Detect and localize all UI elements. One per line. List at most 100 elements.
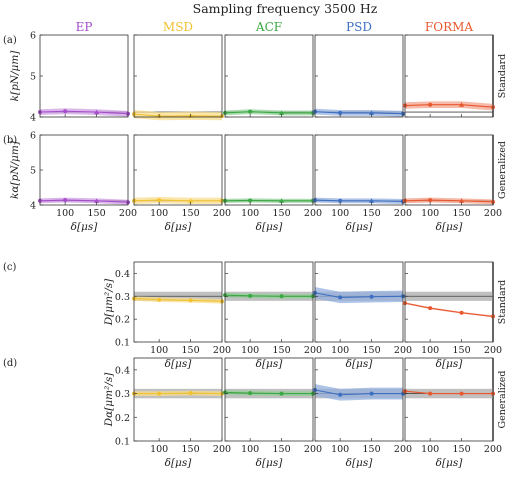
x-tick-label: 150 — [182, 208, 200, 219]
panel-forma — [403, 34, 495, 118]
x-tick-label: 200 — [394, 345, 412, 356]
x-axis-label: δ[μs] — [436, 358, 464, 370]
y-axis-label: Dα[μm²/s] — [103, 372, 115, 428]
x-tick-label: 100 — [241, 444, 259, 455]
series-line — [404, 199, 494, 203]
panel-forma: 100 150 200 δ[μs] — [403, 261, 502, 370]
panel-forma: 100 150 200 δ[μs] — [403, 134, 502, 233]
x-tick-label: 100 — [421, 345, 439, 356]
x-tick-label: 150 — [453, 208, 471, 219]
estimate-band — [315, 384, 403, 401]
series-line — [39, 199, 129, 203]
x-tick-label: 100 — [421, 208, 439, 219]
data-point — [369, 294, 374, 299]
axes-frame — [314, 34, 404, 118]
plot-grid: EP MSD ACF PSD FORMA (a) k[pN/μm] Standard 4 5 6 (b… — [3, 20, 508, 469]
side-label: Standard — [497, 280, 508, 324]
x-tick-label: 200 — [213, 444, 231, 455]
x-tick-label: 150 — [273, 345, 291, 356]
data-point — [428, 306, 433, 311]
series-line — [224, 391, 313, 395]
x-tick-label: 150 — [363, 208, 381, 219]
axes-frame — [133, 357, 223, 442]
axes-frame — [314, 357, 404, 442]
panel-msd: 0.1 0.2 0.3 0.4 100 150 200 δ[μs] — [115, 261, 231, 370]
column-header-forma: FORMA — [425, 20, 473, 34]
x-axis-label: δ[μs] — [165, 358, 193, 370]
data-point — [338, 392, 343, 397]
x-axis-label: δ[μs] — [256, 457, 284, 469]
x-tick-label: 200 — [304, 444, 322, 455]
x-tick-label: 150 — [453, 444, 471, 455]
data-point — [368, 110, 375, 115]
x-tick-label: 200 — [213, 208, 231, 219]
panel-acf — [223, 34, 315, 118]
data-point — [188, 391, 193, 396]
column-header-acf: ACF — [255, 20, 282, 34]
y-tick-label: 0.3 — [115, 389, 130, 400]
data-point — [157, 391, 162, 396]
x-tick-label: 100 — [150, 444, 168, 455]
series-line — [224, 111, 313, 114]
x-tick-label: 150 — [182, 345, 200, 356]
y-tick-label: 5 — [30, 166, 36, 177]
panel-acf: 100 150 200 δ[μs] — [223, 357, 322, 469]
x-tick-label: 100 — [241, 345, 259, 356]
x-tick-label: 100 — [331, 208, 349, 219]
data-point — [63, 198, 68, 203]
data-point — [428, 198, 433, 203]
x-axis-label: δ[μs] — [346, 457, 374, 469]
data-point — [248, 109, 253, 114]
row-label: (b) — [3, 135, 17, 146]
data-point — [428, 102, 433, 107]
x-tick-label: 200 — [304, 208, 322, 219]
x-tick-label: 100 — [56, 208, 74, 219]
axes-frame — [404, 261, 494, 343]
x-axis-label: δ[μs] — [346, 221, 374, 233]
axes-frame — [133, 134, 223, 206]
data-point — [368, 198, 375, 203]
data-point — [278, 198, 285, 203]
x-tick-label: 150 — [453, 345, 471, 356]
panel-acf: 100 150 200 δ[μs] — [223, 134, 322, 233]
y-tick-label: 6 — [30, 31, 36, 42]
series-line — [404, 390, 493, 395]
x-axis-label: δ[μs] — [165, 457, 193, 469]
column-header-ep: EP — [76, 20, 93, 34]
row-label: (c) — [3, 262, 17, 273]
y-tick-label: 5 — [30, 72, 36, 83]
x-tick-label: 200 — [394, 444, 412, 455]
panel-forma: 100 150 200 δ[μs] — [403, 357, 502, 469]
axes-frame — [133, 34, 223, 118]
y-axis-label: k[pN/μm] — [9, 50, 21, 102]
y-axis-label: kα[pN/μm] — [9, 140, 21, 199]
x-tick-label: 100 — [241, 208, 259, 219]
series-line — [314, 111, 404, 115]
x-tick-label: 150 — [273, 208, 291, 219]
panel-acf: 100 150 200 δ[μs] — [223, 261, 322, 370]
x-axis-label: δ[μs] — [436, 457, 464, 469]
column-header-psd: PSD — [346, 20, 372, 34]
row-label: (d) — [3, 358, 17, 369]
x-tick-label: 200 — [484, 444, 502, 455]
x-tick-label: 100 — [150, 345, 168, 356]
x-axis-label: δ[μs] — [165, 221, 193, 233]
side-label: Standard — [497, 54, 508, 98]
data-point — [248, 391, 253, 396]
x-tick-label: 200 — [304, 345, 322, 356]
series-line — [314, 292, 404, 298]
data-point — [248, 293, 253, 298]
x-tick-label: 100 — [331, 345, 349, 356]
data-point — [459, 310, 464, 315]
data-point — [428, 391, 433, 396]
estimate-band — [405, 101, 493, 111]
y-tick-label: 4 — [30, 113, 36, 124]
x-tick-label: 200 — [119, 208, 137, 219]
x-tick-label: 150 — [273, 444, 291, 455]
panel-psd: 100 150 200 δ[μs] — [313, 134, 412, 233]
series-line — [224, 294, 313, 297]
axes-frame — [314, 261, 404, 343]
data-point — [157, 198, 162, 203]
y-tick-label: 0.4 — [115, 365, 130, 376]
panel-psd: 100 150 200 δ[μs] — [313, 357, 412, 469]
